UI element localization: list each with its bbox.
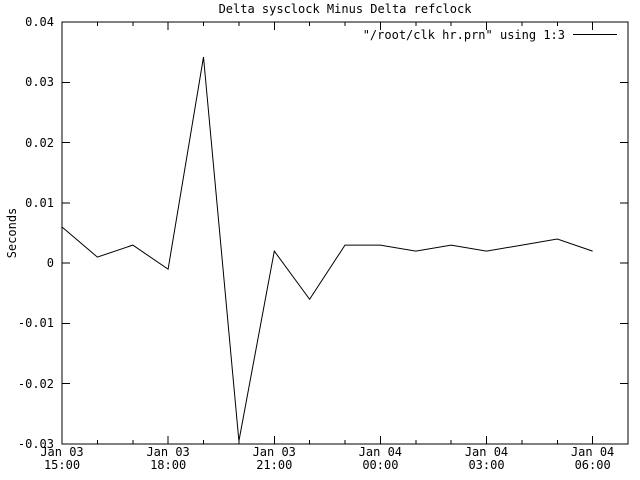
data-line (61, 56, 593, 442)
x-tick-label: Jan 04 06:00 (557, 446, 629, 472)
y-tick-label: 0.02 (25, 135, 54, 150)
x-tick-label-time: 21:00 (256, 458, 293, 472)
x-tick-label-time: 06:00 (574, 458, 611, 472)
chart-legend: "/root/clk hr.prn" using 1:3 (362, 27, 617, 42)
y-tick-label: 0.04 (25, 15, 54, 29)
x-tick-label-date: Jan 03 (40, 445, 84, 459)
x-tick-label-time: 18:00 (150, 458, 187, 472)
y-tick-label: -0.01 (17, 316, 54, 331)
x-tick-label-date: Jan 04 (464, 445, 509, 459)
y-tick-label: -0.02 (17, 376, 54, 391)
y-tick-label: 0 (46, 256, 54, 271)
x-tick-label: Jan 03 18:00 (132, 446, 204, 472)
x-tick-label-time: 03:00 (468, 458, 505, 472)
legend-line-sample-icon (573, 34, 617, 35)
legend-series-label: "/root/clk hr.prn" using 1:3 (362, 27, 565, 42)
plot-border (61, 21, 629, 445)
x-tick-label-time: 00:00 (362, 458, 399, 472)
x-tick-label-date: Jan 03 (252, 445, 296, 459)
x-tick-label: Jan 03 15:00 (26, 446, 98, 472)
y-tick-label: 0.03 (25, 75, 54, 90)
x-tick-label-date: Jan 04 (570, 445, 615, 459)
x-tick-label-date: Jan 04 (358, 445, 403, 459)
x-tick-label: Jan 04 00:00 (344, 446, 416, 472)
x-tick-label: Jan 03 21:00 (238, 446, 310, 472)
chart-title: Delta sysclock Minus Delta refclock (218, 2, 472, 16)
x-tick-label: Jan 04 03:00 (451, 446, 523, 472)
y-tick-label: -0.03 (17, 437, 54, 451)
y-axis-title: Seconds (5, 207, 19, 259)
y-tick-label: 0.01 (25, 195, 54, 210)
x-tick-label-time: 15:00 (43, 458, 81, 472)
x-tick-label-date: Jan 03 (146, 445, 190, 459)
